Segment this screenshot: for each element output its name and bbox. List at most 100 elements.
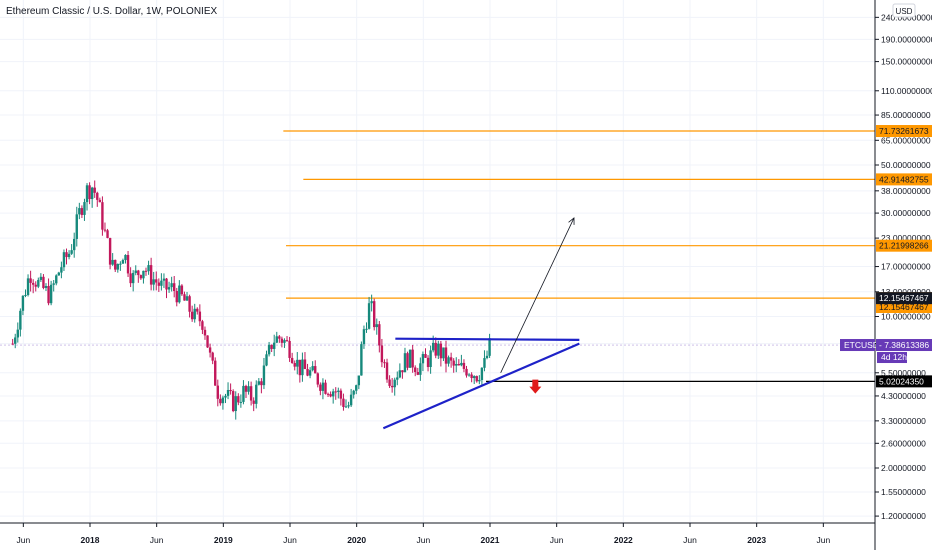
candle-body (216, 385, 219, 399)
candle-body (301, 359, 304, 376)
candle-body (465, 368, 468, 376)
candle-body (401, 370, 404, 373)
currency-button[interactable]: USD (892, 3, 916, 18)
candle-body (293, 363, 296, 367)
candle-body (114, 259, 117, 270)
candle-body (290, 357, 294, 364)
x-tick-label: Jun (550, 535, 564, 545)
y-tick-label: 110.00000000 (881, 86, 932, 96)
candle-body (201, 321, 204, 330)
candle-body (188, 296, 191, 312)
candle-body (106, 230, 109, 238)
candle-body (19, 310, 22, 330)
x-tick-label: 2023 (747, 535, 766, 545)
candle-body (73, 238, 76, 251)
candle-body (85, 185, 89, 203)
candle-body (475, 376, 478, 382)
x-tick-label: Jun (683, 535, 697, 545)
candle-body (65, 252, 68, 258)
arrow-up-line (500, 217, 575, 373)
candle-body (483, 358, 486, 368)
candle-body (416, 372, 419, 375)
candle-body (111, 259, 114, 265)
drawings (382, 217, 580, 430)
candle-body (137, 270, 140, 276)
candle-body (124, 254, 127, 261)
candle-body (347, 405, 350, 407)
candle-body (24, 294, 27, 296)
current-price-label-bg (876, 339, 932, 352)
level-price-label-bg (876, 125, 932, 138)
candle-body (149, 265, 153, 285)
candle-body (208, 347, 212, 353)
candle-body (298, 359, 302, 376)
candle-body (29, 278, 32, 283)
candle-body (52, 283, 55, 285)
candle-body (116, 263, 119, 270)
candle-body (78, 208, 81, 215)
triangle-top-line (395, 337, 580, 341)
candle-body (403, 353, 407, 373)
level-price-label-bg (876, 173, 932, 186)
candle-body (70, 250, 73, 254)
candle-body (362, 329, 366, 345)
candle-body (470, 374, 473, 379)
level-price-label-bg (876, 239, 932, 252)
candle-body (426, 357, 430, 368)
x-axis[interactable]: Jun 2018 Jun 2019 Jun 2020 Jun 2021 Jun 2022 Jun 20… (16, 523, 830, 545)
x-tick-label: 2021 (481, 535, 500, 545)
candle-body (152, 279, 155, 285)
candle-body (421, 354, 425, 364)
x-tick-label: Jun (16, 535, 30, 545)
candle-body (170, 283, 173, 288)
y-tick-label: 1.55000000 (881, 487, 926, 497)
candle-body (411, 349, 414, 368)
candle-body (147, 265, 150, 272)
candle-body (414, 367, 417, 373)
y-tick-label: 1.20000000 (881, 511, 926, 521)
candle-body (224, 395, 227, 398)
candle-body (175, 291, 178, 303)
level-price-label: 71.73261673 (879, 126, 929, 136)
candle-body (214, 360, 217, 386)
y-axis[interactable]: 240.00000000190.00000000150.00000000110.… (875, 12, 932, 521)
candle-body (306, 368, 309, 376)
x-tick-label: Jun (416, 535, 430, 545)
candle-body (457, 364, 461, 366)
triangle-bottom-line (382, 342, 580, 430)
candle-body (80, 208, 84, 215)
candle-body (237, 396, 240, 403)
candle-body (390, 385, 394, 388)
candle-body (485, 355, 489, 359)
candle-body (131, 272, 135, 284)
candle-body (357, 375, 361, 386)
y-tick-label: 4.30000000 (881, 391, 926, 401)
candle-body (467, 374, 471, 376)
candle-body (308, 370, 312, 376)
y-tick-label: 85.00000000 (881, 110, 931, 120)
candle-body (349, 394, 353, 406)
y-tick-label: 5.50000000 (881, 368, 926, 378)
candle-body (129, 273, 132, 284)
candle-body (257, 381, 261, 385)
candle-body (219, 398, 222, 404)
candle-body (431, 342, 435, 351)
candle-body (455, 364, 458, 366)
candle-body (252, 400, 255, 404)
y-tick-label: 3.30000000 (881, 416, 926, 426)
candle-body (190, 311, 194, 320)
x-tick-label: Jun (816, 535, 830, 545)
candle-body (249, 386, 253, 401)
candle-body (488, 338, 491, 356)
candle-body (452, 360, 455, 366)
countdown-bg (877, 352, 907, 364)
candle-body (44, 286, 48, 288)
candle-body (183, 294, 186, 301)
candle-body (155, 279, 158, 283)
candle-body (373, 301, 376, 328)
arrow-down-icon (529, 379, 542, 394)
candle-body (316, 373, 319, 385)
candle-body (326, 393, 330, 395)
y-tick-label: 65.00000000 (881, 135, 931, 145)
